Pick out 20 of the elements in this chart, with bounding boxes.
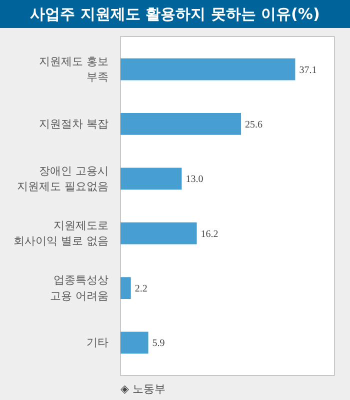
y-tick-label: 지원제도로 회사이익 별로 없음	[14, 219, 109, 248]
bar	[120, 332, 148, 354]
y-tick-label: 장애인 고용시 지원제도 필요없음	[17, 164, 109, 193]
text: ◈ 노동부	[120, 382, 166, 396]
data-label: 25.6	[245, 119, 263, 130]
bar	[120, 277, 131, 299]
bar	[120, 113, 242, 135]
y-tick-label: 지원절차 복잡	[39, 117, 109, 130]
data-label: 13.0	[186, 174, 204, 186]
bar	[120, 168, 182, 190]
data-label: 5.9	[152, 338, 165, 350]
bar	[120, 58, 296, 80]
bar	[120, 222, 197, 244]
data-label: 2.2	[134, 284, 148, 295]
data-label: 16.2	[200, 228, 218, 240]
y-tick-label: 업종특성상 고용 어려움	[50, 274, 109, 302]
data-label: 37.1	[299, 64, 317, 76]
y-tick-label: 지원제도 홍보 부족	[39, 55, 109, 84]
y-tick-label: 기타	[86, 336, 108, 350]
chart-title: 사업주 지원제도 활용하지 못하는 이유(%)	[30, 4, 320, 25]
